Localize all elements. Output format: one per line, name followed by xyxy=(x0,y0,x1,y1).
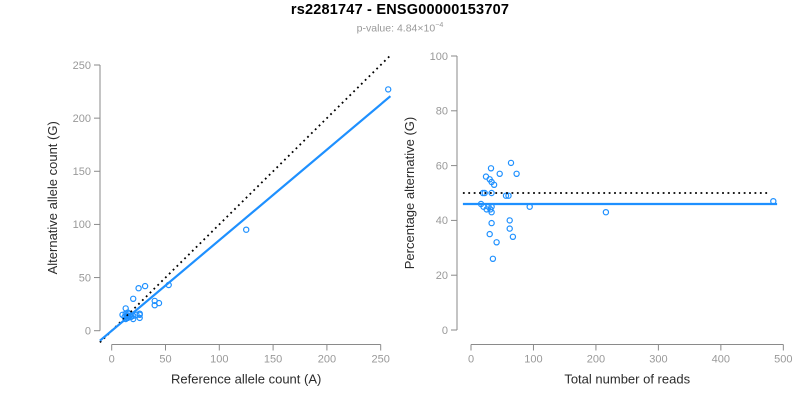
data-point xyxy=(507,159,515,167)
data-point xyxy=(493,239,500,246)
p-value-label: p-value: 4.84×10−4 xyxy=(0,21,800,35)
data-points xyxy=(477,159,777,262)
data-point xyxy=(486,230,493,238)
y-tick-label: 80 xyxy=(436,106,448,118)
allele-counts-plot: 0 50 100 150 200 250 0 50 100 150 200 250 Reference … xyxy=(45,54,392,387)
y-tick-label: 100 xyxy=(430,51,448,63)
y-tick-label: 0 xyxy=(85,326,91,338)
y-tick-label: 60 xyxy=(436,160,448,172)
x-tick-label: 100 xyxy=(524,354,542,366)
x-tick-label: 200 xyxy=(318,354,336,366)
y-tick-label: 100 xyxy=(73,219,91,231)
data-points xyxy=(119,86,392,323)
data-point xyxy=(481,189,488,197)
y-tick-label: 250 xyxy=(73,60,91,72)
x-tick-label: 0 xyxy=(468,354,474,366)
data-point xyxy=(242,226,250,233)
x-tick-label: 500 xyxy=(774,354,792,366)
y-tick-label: 40 xyxy=(436,215,448,227)
data-point xyxy=(489,255,497,262)
data-point xyxy=(385,86,392,93)
data-point xyxy=(506,225,513,232)
y-axis-title: Alternative allele count (G) xyxy=(45,121,60,274)
p-value-text: p-value: 4.84×10 xyxy=(356,22,436,35)
x-axis-title: Reference allele count (A) xyxy=(171,372,321,387)
y-tick-label: 200 xyxy=(73,113,91,125)
data-point xyxy=(129,295,137,302)
data-point xyxy=(496,170,503,177)
data-point xyxy=(135,285,142,292)
x-tick-label: 300 xyxy=(649,354,667,366)
x-tick-label: 250 xyxy=(372,354,390,366)
data-point xyxy=(509,233,517,240)
regression-line xyxy=(99,95,392,342)
p-value-exponent: −4 xyxy=(435,21,444,29)
y-tick-label: 50 xyxy=(79,272,91,284)
data-point xyxy=(488,189,495,197)
y-tick-label: 150 xyxy=(73,166,91,178)
y-axis-title: Percentage alternative (G) xyxy=(402,117,417,269)
data-point xyxy=(487,165,495,172)
y-tick-label: 0 xyxy=(442,325,448,337)
figure-title: rs2281747 - ENSG00000153707 xyxy=(290,2,510,18)
data-point xyxy=(151,302,158,309)
x-tick-label: 400 xyxy=(712,354,730,366)
x-tick-label: 100 xyxy=(210,354,228,366)
data-point xyxy=(488,219,495,227)
data-point xyxy=(602,208,610,216)
data-point xyxy=(151,297,158,305)
x-tick-label: 200 xyxy=(587,354,605,366)
data-point xyxy=(136,314,143,322)
data-point xyxy=(490,181,498,188)
x-tick-label: 150 xyxy=(264,354,282,366)
x-axis-title: Total number of reads xyxy=(564,372,690,387)
x-tick-label: 0 xyxy=(109,354,115,366)
y-tick-label: 20 xyxy=(436,270,448,282)
data-point xyxy=(502,192,510,199)
data-point xyxy=(488,208,495,216)
x-tick-label: 50 xyxy=(159,354,171,366)
percentage-vs-reads-plot: 0 100 200 300 400 500 0 20 40 60 80 100 Total number… xyxy=(402,51,793,387)
data-point xyxy=(136,311,143,318)
identity-line xyxy=(99,54,392,344)
data-point xyxy=(505,192,512,199)
data-point xyxy=(125,313,133,321)
data-point xyxy=(141,282,149,290)
data-point xyxy=(506,217,513,224)
data-point xyxy=(513,170,520,177)
